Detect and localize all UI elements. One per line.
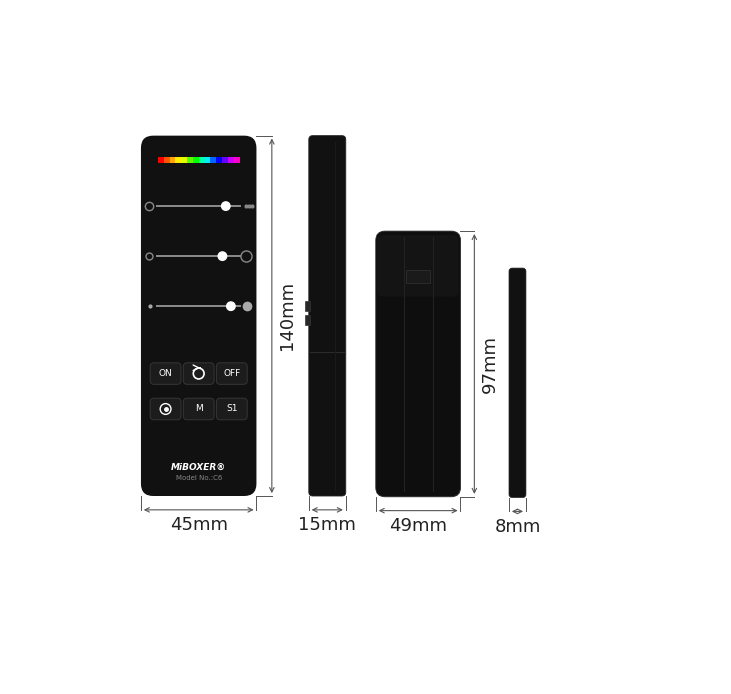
Bar	[158, 158, 164, 162]
Text: OFF: OFF	[223, 369, 240, 378]
Circle shape	[227, 302, 235, 310]
FancyBboxPatch shape	[509, 268, 526, 498]
FancyBboxPatch shape	[141, 135, 257, 496]
Text: Model No.:C6: Model No.:C6	[175, 475, 222, 482]
Bar	[222, 158, 228, 162]
Text: 140mm: 140mm	[278, 281, 296, 350]
Text: 97mm: 97mm	[480, 335, 499, 393]
FancyBboxPatch shape	[216, 398, 247, 420]
Bar	[175, 158, 181, 162]
Bar	[156, 305, 241, 307]
FancyBboxPatch shape	[150, 398, 181, 420]
FancyBboxPatch shape	[377, 235, 459, 296]
Bar	[187, 158, 193, 162]
Bar	[305, 315, 309, 325]
Bar	[156, 205, 241, 208]
Bar	[305, 301, 309, 311]
Bar	[199, 158, 205, 162]
Bar	[205, 158, 211, 162]
FancyBboxPatch shape	[376, 231, 461, 497]
FancyBboxPatch shape	[308, 135, 346, 496]
Text: 8mm: 8mm	[494, 518, 541, 536]
Text: M: M	[195, 405, 202, 414]
Bar	[164, 158, 170, 162]
FancyBboxPatch shape	[150, 363, 181, 384]
Circle shape	[221, 202, 230, 210]
Text: 15mm: 15mm	[298, 516, 356, 534]
Bar	[211, 158, 216, 162]
Text: MiBOXER®: MiBOXER®	[171, 463, 227, 472]
FancyBboxPatch shape	[183, 363, 214, 384]
Bar	[234, 158, 240, 162]
Text: 45mm: 45mm	[170, 516, 227, 534]
Bar	[181, 158, 187, 162]
Bar	[193, 158, 199, 162]
Bar	[406, 270, 431, 283]
Bar	[156, 255, 241, 257]
Text: ON: ON	[159, 369, 173, 378]
Bar	[216, 158, 222, 162]
Bar	[170, 158, 175, 162]
Text: S1: S1	[226, 405, 238, 414]
FancyBboxPatch shape	[216, 363, 247, 384]
Bar	[228, 158, 234, 162]
Text: 49mm: 49mm	[389, 517, 447, 535]
Circle shape	[218, 252, 227, 260]
FancyBboxPatch shape	[183, 398, 214, 420]
